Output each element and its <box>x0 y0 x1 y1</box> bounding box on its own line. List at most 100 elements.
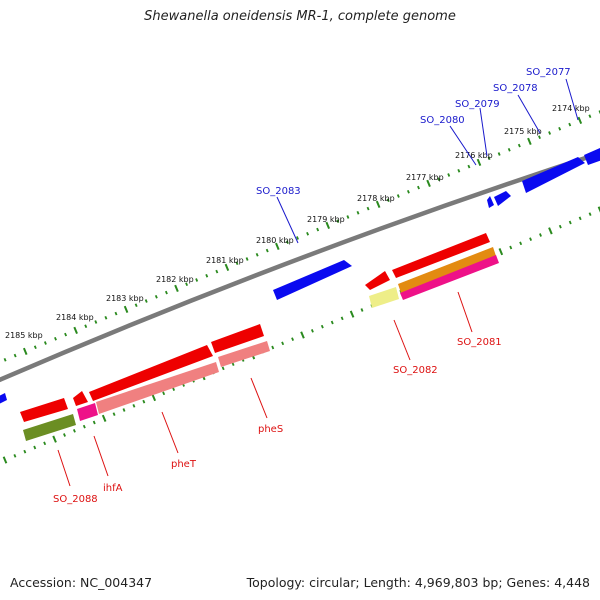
scale-tick <box>185 282 189 287</box>
scale-tick <box>13 353 17 358</box>
feature-bar <box>398 247 496 293</box>
scale-tick <box>487 156 491 161</box>
scale-tick <box>509 245 513 250</box>
scale-tick <box>597 206 600 213</box>
scale-tick <box>205 273 209 278</box>
feature-bar <box>96 362 219 414</box>
scale-tick <box>517 143 521 148</box>
scale-tick <box>296 236 299 240</box>
scale-tick <box>346 215 350 219</box>
forward-strand-genes <box>0 148 600 405</box>
gene-label: SO_2077 <box>526 67 571 78</box>
forward-gene-arrow[interactable] <box>494 191 511 206</box>
scale-tick <box>577 116 583 125</box>
forward-gene-arrow[interactable] <box>273 260 352 300</box>
scale-tick <box>306 231 310 236</box>
scale-tick <box>316 227 320 232</box>
inner-tick-row <box>2 206 600 464</box>
gene-label: SO_2081 <box>457 337 502 348</box>
scale-tick <box>245 257 249 261</box>
scale-tick <box>73 326 78 335</box>
scale-tick <box>558 126 562 131</box>
scale-tick <box>235 261 239 266</box>
gene-label: ihfA <box>103 483 123 494</box>
scale-label: 2185 kbp <box>5 331 43 340</box>
scale-label: 2180 kbp <box>256 236 294 245</box>
scale-label: 2182 kbp <box>156 275 194 284</box>
scale-tick <box>195 278 199 282</box>
scale-tick <box>84 324 88 329</box>
scale-tick <box>336 219 340 224</box>
forward-gene-arrow[interactable] <box>0 393 7 405</box>
scale-tick <box>325 221 331 230</box>
scale-tick <box>221 366 225 371</box>
topology-text: Topology: circular; Length: 4,969,803 bp… <box>246 575 590 590</box>
gene-label: SO_2083 <box>256 186 301 197</box>
scale-tick <box>215 269 219 274</box>
reverse-gene-arrow[interactable] <box>20 398 68 422</box>
scale-tick <box>285 240 289 245</box>
scale-tick <box>426 179 431 188</box>
forward-gene-arrow[interactable] <box>487 196 494 208</box>
scale-tick <box>92 420 96 425</box>
reverse-gene-arrow[interactable] <box>211 324 264 353</box>
scale-tick <box>538 135 541 140</box>
scale-tick <box>539 233 542 237</box>
forward-gene-labels: SO_2077 SO_2078 SO_2079 SO_2080 SO_2083 <box>256 67 571 197</box>
scale-tick <box>578 216 582 221</box>
scale-tick <box>406 189 410 194</box>
reverse-gene-arrow[interactable] <box>73 391 88 406</box>
gene-label: SO_2078 <box>493 83 538 94</box>
scale-tick <box>291 337 295 341</box>
scale-tick <box>349 310 355 318</box>
scale-label: 2184 kbp <box>56 313 94 322</box>
scale-tick <box>265 248 269 253</box>
genome-backbone <box>0 150 600 383</box>
scale-tick <box>33 445 37 450</box>
scale-tick <box>151 393 157 402</box>
scale-tick <box>101 414 107 422</box>
scale-labels: 2174 kbp 2175 kbp 2176 kbp 2177 kbp 2178… <box>5 104 590 340</box>
scale-tick <box>123 305 129 314</box>
scale-tick <box>497 152 501 156</box>
reverse-gene-labels: SO_2081 SO_2082 pheS pheT ihfA SO_2088 <box>53 337 502 505</box>
reverse-gene-arrow[interactable] <box>365 271 390 290</box>
scale-tick <box>22 347 28 356</box>
scale-tick <box>54 336 57 341</box>
scale-tick <box>82 424 86 429</box>
forward-gene-arrow[interactable] <box>584 148 600 165</box>
feature-bar <box>369 287 399 308</box>
reverse-gene-arrow[interactable] <box>89 345 213 401</box>
accession-text: Accession: NC_004347 <box>10 575 153 590</box>
gene-label: SO_2082 <box>393 365 438 376</box>
scale-tick <box>142 399 146 404</box>
scale-tick <box>320 324 324 329</box>
gene-label: pheS <box>258 424 283 435</box>
scale-tick <box>94 320 98 324</box>
scale-tick <box>154 294 158 299</box>
map-title: Shewanella oneidensis MR-1, complete gen… <box>144 9 456 24</box>
feature-bar <box>23 414 76 441</box>
scale-tick <box>507 147 511 152</box>
gene-label: SO_2088 <box>53 494 98 505</box>
scale-tick <box>23 449 27 454</box>
scale-tick <box>162 391 166 396</box>
feature-bar <box>218 341 270 367</box>
reverse-strand-genes <box>20 233 499 441</box>
scale-tick <box>310 329 314 333</box>
scale-label: 2177 kbp <box>406 173 444 182</box>
scale-tick <box>132 404 136 408</box>
gene-label: SO_2079 <box>455 99 500 110</box>
forward-gene-arrow[interactable] <box>522 157 585 193</box>
feature-bar <box>77 403 98 421</box>
scale-tick <box>164 290 168 295</box>
scale-tick <box>114 311 118 316</box>
scale-tick <box>548 227 553 235</box>
scale-tick <box>568 122 572 127</box>
scale-tick <box>134 303 138 308</box>
scale-tick <box>529 237 533 241</box>
scale-tick <box>13 454 17 458</box>
scale-tick <box>457 168 461 173</box>
scale-tick <box>467 164 471 169</box>
reverse-gene-arrow[interactable] <box>392 233 490 278</box>
